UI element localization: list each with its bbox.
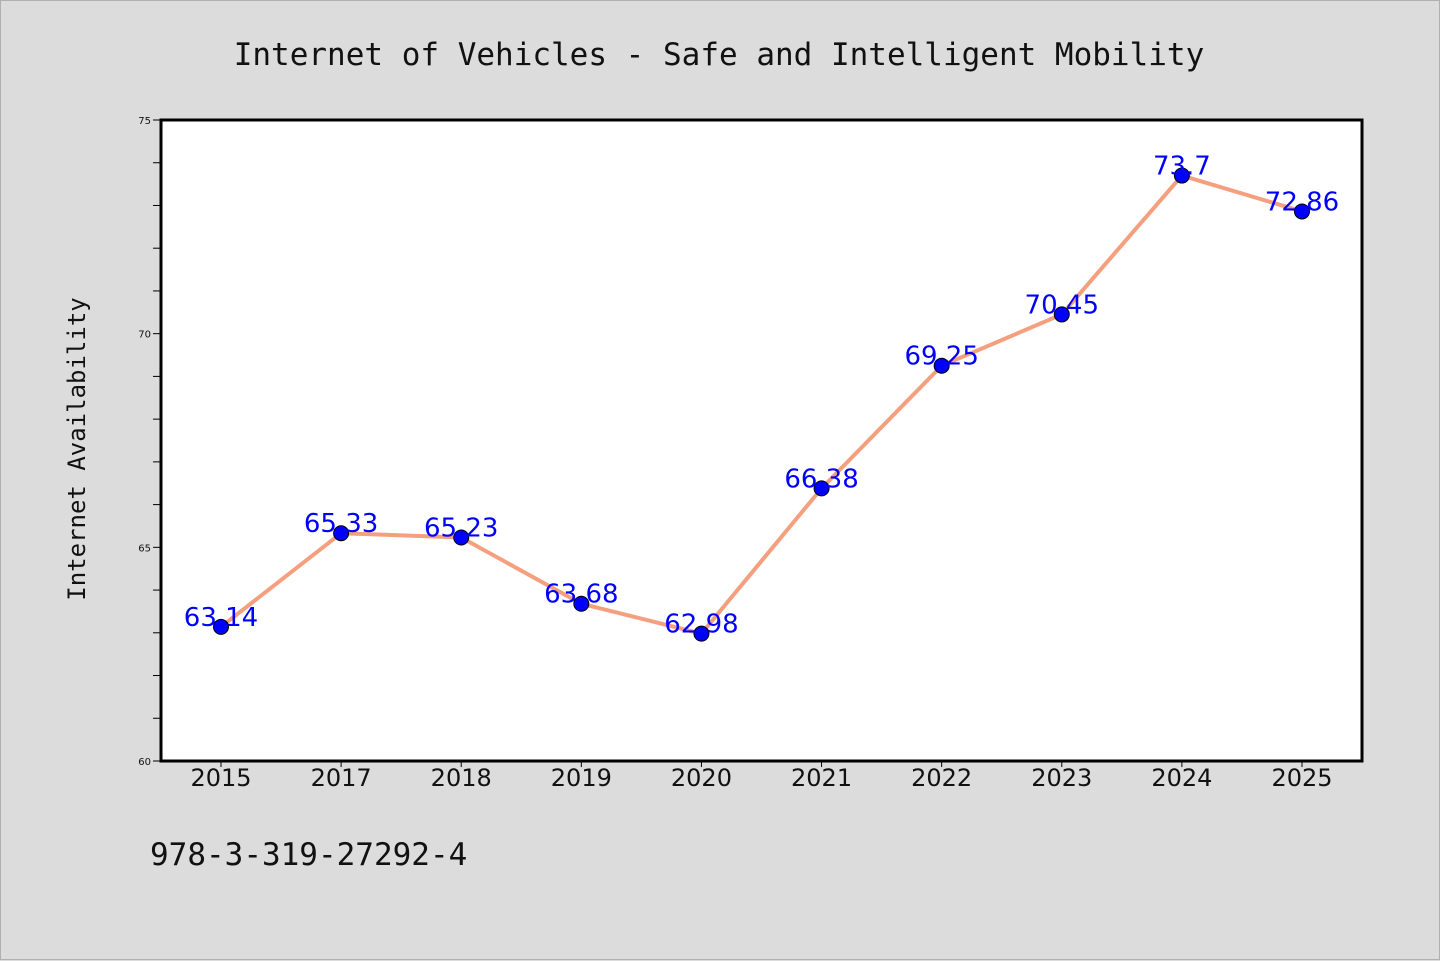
data-point-label: 63.14 — [184, 603, 258, 633]
data-point-label: 65.23 — [424, 514, 498, 544]
x-tick-label: 2022 — [911, 764, 972, 792]
data-point-marker — [213, 618, 229, 635]
data-point-marker — [813, 480, 830, 497]
x-tick-label: 2019 — [551, 764, 612, 792]
data-point-label: 66.38 — [784, 464, 858, 494]
data-point-label: 69.25 — [904, 342, 978, 372]
data-point-marker — [1173, 167, 1190, 184]
x-tick-label: 2017 — [311, 764, 372, 792]
data-point-label: 70.45 — [1025, 290, 1099, 320]
data-point-marker — [333, 525, 350, 542]
chart-title: Internet of Vehicles - Safe and Intellig… — [234, 37, 1205, 73]
data-point-label: 72.86 — [1265, 187, 1339, 217]
data-point-label: 73.7 — [1153, 152, 1211, 182]
data-point-marker — [693, 625, 710, 642]
plot-area — [159, 118, 1364, 763]
data-point-marker — [453, 529, 470, 546]
y-tick-label: 60 — [138, 757, 151, 768]
data-point-label: 62.98 — [664, 610, 738, 640]
x-tick-label: 2023 — [1031, 764, 1092, 792]
data-point-marker — [573, 595, 590, 612]
x-tick-label: 2021 — [791, 764, 852, 792]
x-axis-ticks: 2015 2017 2018 2019 2020 2021 2022 2023 2024 2025 — [190, 761, 1333, 792]
y-axis-label: Internet Availability — [63, 297, 91, 600]
series-line — [219, 173, 1304, 636]
y-tick-label: 70 — [138, 330, 151, 341]
x-tick-label: 2015 — [190, 764, 251, 792]
series-layer: 63.14 65.33 65.23 63.68 62.98 66.38 69.25 70.45… — [184, 152, 1339, 642]
x-tick-label: 2020 — [671, 764, 732, 792]
data-point-label: 65.33 — [304, 509, 378, 539]
y-axis-ticks: 60 65 70 75 — [138, 116, 161, 768]
y-tick-label: 75 — [138, 116, 151, 127]
data-point-marker — [933, 357, 950, 374]
isbn-footnote: 978-3-319-27292-4 — [150, 837, 467, 873]
x-tick-label: 2018 — [431, 764, 492, 792]
data-point-label: 63.68 — [544, 580, 618, 610]
x-tick-label: 2025 — [1271, 764, 1332, 792]
data-point-marker — [1053, 306, 1070, 323]
y-tick-label: 65 — [138, 543, 151, 554]
x-tick-label: 2024 — [1151, 764, 1212, 792]
data-point-marker — [1294, 203, 1310, 220]
